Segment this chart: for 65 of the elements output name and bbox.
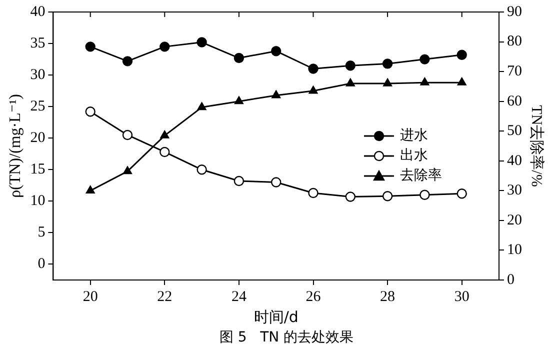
point [197,102,206,110]
point [234,96,244,104]
y-tick-label: 30 [30,66,46,83]
y2-tick-label: 0 [507,272,514,288]
y-tick-label: 40 [30,4,46,20]
point [123,166,132,174]
y-tick-label: 10 [30,193,46,210]
point [85,42,96,52]
x-tick-label: 24 [231,288,247,305]
y2-tick-label: 60 [507,93,522,110]
y-tick-label: 5 [38,224,46,241]
point [122,56,133,66]
point [308,64,318,74]
y-tick-label: 25 [30,98,46,115]
y2-tick-label: 90 [507,4,522,20]
point [457,77,466,86]
legend-label: 出水 [400,148,428,164]
y-tick-label: 0 [38,256,46,272]
y-tick-label: 20 [30,130,46,146]
point [308,86,318,94]
x-axis-title: 时间/d [254,308,298,326]
point [456,50,467,60]
point [383,78,392,86]
caption: 图 5 TN 的去处效果 [219,330,354,346]
point [382,58,393,69]
y2-tick-label: 80 [507,34,522,50]
point [420,190,430,200]
point [196,164,207,175]
point [271,177,282,188]
point [345,192,356,202]
point [382,191,393,202]
point [456,188,467,199]
y2-tick-label: 40 [507,152,522,169]
y2-tick-label: 10 [507,242,522,258]
point [272,90,281,98]
point [160,146,170,158]
y-axis-title: ρ(TN)/(mg·L⁻¹) [6,94,24,198]
point [160,42,170,52]
legend-label: 去除率 [400,168,442,184]
point [160,130,170,138]
point [308,188,318,198]
x-tick-label: 28 [380,288,396,305]
point [234,52,244,64]
y2-axis-title: TN去除率/% [528,105,546,187]
point [85,106,96,117]
point [196,37,207,48]
x-tick-label: 20 [82,288,98,305]
point [122,130,133,140]
y-tick-label: 15 [30,162,46,178]
point [271,46,282,56]
x-tick-label: 30 [454,288,470,305]
point [345,60,356,71]
x-tick-label: 26 [306,288,322,305]
point [346,78,355,86]
point [420,77,430,86]
legend-label: 进水 [400,128,428,144]
y-tick-label: 35 [30,35,46,52]
y2-tick-label: 50 [507,123,522,140]
y2-tick-label: 20 [507,212,522,228]
point [420,54,430,64]
y2-tick-label: 30 [507,182,522,199]
y2-tick-label: 70 [507,63,522,80]
point [86,186,95,194]
point [234,176,244,186]
x-tick-label: 22 [157,288,172,305]
